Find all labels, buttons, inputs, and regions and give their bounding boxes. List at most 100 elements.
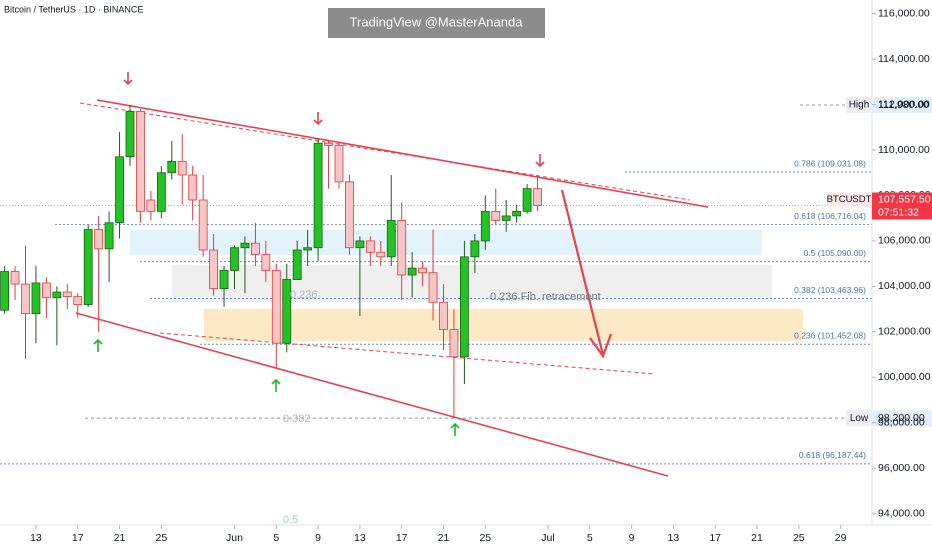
price-axis	[872, 0, 932, 550]
candle-body	[313, 142, 323, 249]
candle-body	[188, 174, 198, 201]
watermark-box	[328, 8, 545, 38]
y-tick-label: 106,000.00	[878, 235, 931, 247]
candle-body	[418, 267, 428, 274]
high-tag	[846, 97, 872, 113]
candle-body	[324, 142, 333, 146]
x-tick-label: 21	[114, 532, 126, 544]
axis-labels: High 111,980.00 Low 98,200.00 94,000.00 96,00…	[30, 7, 932, 544]
candle-body	[512, 210, 522, 217]
fib-label: 0.618 (106,716.04)	[794, 211, 866, 221]
candle-body	[376, 251, 386, 258]
levels: 0.786 (109,031.08) 0.618 (106,716.04) 0.5 …	[0, 104, 872, 465]
candle-body	[428, 272, 438, 303]
annotation: 0.236	[290, 289, 318, 301]
countdown: 07:51:32	[878, 206, 919, 218]
candle-body	[470, 240, 480, 258]
y-tick-label: 112,000.00	[878, 98, 930, 110]
x-tick-label: 9	[315, 532, 321, 544]
x-tick-label: 13	[30, 532, 42, 544]
low-label: 98,200.00	[878, 412, 925, 424]
y-tick-label: 110,000.00	[878, 144, 930, 156]
y-tick-label: 114,000.00	[878, 53, 930, 65]
candle-body	[491, 210, 501, 221]
last-price-box	[872, 192, 932, 220]
y-tick-label: 96,000.00	[878, 462, 925, 474]
fib-label: 0.382 (103,463.96)	[794, 285, 866, 295]
trendline-dashed	[159, 332, 656, 375]
x-tick-label: 17	[72, 532, 84, 544]
zone-blue	[130, 230, 762, 255]
symbol-box	[827, 192, 872, 207]
x-tick-label: 21	[751, 532, 763, 544]
candle-body	[250, 242, 260, 255]
markers	[93, 72, 545, 436]
candle-body	[282, 279, 292, 344]
candle-body	[21, 283, 30, 315]
candle-body	[261, 254, 271, 271]
x-tick-label: 5	[273, 532, 279, 544]
annotation: 0.5	[283, 514, 298, 526]
annotation: 0.382	[283, 413, 311, 425]
candle-body	[209, 249, 219, 290]
candle-body	[83, 229, 93, 305]
y-tick-label: 98,000.00	[878, 417, 925, 429]
candle-body	[219, 270, 229, 290]
high-box	[872, 97, 932, 113]
candle-body	[397, 220, 407, 276]
candle-body	[271, 270, 281, 344]
y-tick-label: 100,000.00	[878, 371, 931, 383]
x-tick-label: Jul	[541, 532, 554, 544]
symbol: BTCUSDT	[827, 194, 872, 205]
x-tick-label: 17	[396, 532, 408, 544]
candle-body	[407, 267, 417, 276]
last-price: 107,557.50	[878, 193, 931, 205]
x-tick-label: 25	[793, 532, 805, 544]
x-tick-label: 13	[354, 532, 366, 544]
candle-body	[52, 291, 62, 299]
candle-body	[156, 172, 166, 212]
zone-orange	[204, 309, 803, 341]
candle-body	[292, 249, 302, 280]
trendline-dashed	[79, 102, 691, 201]
low-tag	[846, 410, 872, 427]
x-tick-label: 13	[668, 532, 680, 544]
candle-body	[146, 199, 156, 212]
candle-body	[115, 156, 124, 224]
x-tick-label: 25	[156, 532, 168, 544]
candle-body	[449, 329, 459, 358]
candle-body	[136, 110, 145, 212]
annotation: 0.236 Fib. retracement	[490, 291, 601, 303]
candle-body	[0, 271, 9, 311]
low-box	[872, 410, 932, 427]
candle-body	[533, 188, 542, 206]
candle-body	[73, 296, 83, 305]
x-tick-label: 9	[629, 532, 635, 544]
candle-body	[501, 215, 511, 221]
candle-body	[31, 282, 41, 315]
y-tick-label: 104,000.00	[878, 280, 931, 292]
candle-body	[167, 160, 177, 174]
candle-body	[125, 110, 135, 158]
candles	[0, 105, 542, 419]
fib-label: 0.786 (109,031.08)	[794, 158, 866, 168]
candle-body	[334, 145, 344, 183]
candle-body	[10, 271, 20, 285]
watermark: TradingView @MasterAnanda	[350, 14, 524, 29]
candle-body	[42, 282, 51, 299]
x-tick-label: 17	[709, 532, 721, 544]
high-name: High	[849, 100, 870, 111]
projection-arrow	[560, 189, 613, 359]
trendline	[96, 99, 709, 208]
candle-body	[439, 301, 448, 330]
candle-body	[522, 188, 532, 212]
candle-body	[345, 181, 354, 249]
x-tick-label: Jun	[226, 532, 243, 544]
fib-label: 0.5 (105,090.00)	[804, 248, 867, 258]
x-tick-label: 5	[587, 532, 593, 544]
y-tick-label: 102,000.00	[878, 326, 931, 338]
candle-body	[480, 210, 490, 242]
candle-body	[198, 199, 208, 251]
low-name: Low	[850, 413, 869, 424]
x-tick-label: 25	[479, 532, 491, 544]
